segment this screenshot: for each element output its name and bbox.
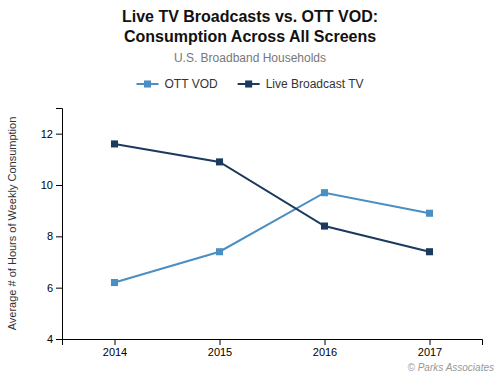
tick: 2015 (208, 339, 232, 358)
tick-mark (325, 339, 326, 345)
axis-title: Average # of Hours of Weekly Consumption (6, 117, 18, 331)
tick-mark (56, 236, 62, 237)
tick: 10 (41, 179, 62, 191)
legend: OTT VOD Live Broadcast TV (137, 77, 364, 91)
tick-label: 10 (41, 179, 53, 191)
legend-swatch (245, 80, 252, 87)
y-axis: 4 6 8 10 12 (41, 109, 63, 346)
tick-mark (115, 339, 116, 345)
axis-line (56, 109, 63, 340)
legend-label: Live Broadcast TV (266, 77, 364, 91)
tick: 2017 (418, 339, 442, 358)
tick-label: 2016 (313, 346, 337, 358)
tick-mark (56, 339, 62, 340)
tick: 6 (47, 282, 62, 294)
legend-label: OTT VOD (165, 77, 218, 91)
tick-mark (220, 339, 221, 345)
title: Consumption Across All Screens (124, 28, 376, 45)
tick-mark (56, 185, 62, 186)
tick: 8 (47, 230, 62, 242)
tick-mark (56, 134, 62, 135)
tick-label: 4 (47, 333, 53, 345)
legend-swatch (144, 80, 151, 87)
line (115, 193, 430, 283)
tick-mark (56, 288, 62, 289)
point (321, 223, 328, 230)
x-axis: 2014 2015 2016 2017 (63, 339, 483, 358)
point (111, 140, 118, 147)
plot: 2014 2015 2016 2017 4 6 8 10 12 (41, 109, 483, 358)
tick-mark (430, 339, 431, 345)
chart: Live TV Broadcasts vs. OTT VOD: Consumpti… (0, 0, 500, 375)
point (216, 158, 223, 165)
tick: 4 (47, 333, 62, 345)
title: Live TV Broadcasts vs. OTT VOD: (122, 8, 378, 25)
legend-item: OTT VOD (137, 77, 218, 91)
tick-label: 8 (47, 230, 53, 242)
subtitle: U.S. Broadband Households (174, 51, 326, 65)
point (426, 248, 433, 255)
tick-label: 2017 (418, 346, 442, 358)
line (115, 144, 430, 252)
tick: 12 (41, 128, 62, 140)
marks (111, 140, 433, 286)
point (426, 210, 433, 217)
legend-item: Live Broadcast TV (238, 77, 364, 91)
point (216, 248, 223, 255)
point (321, 189, 328, 196)
point (111, 279, 118, 286)
tick-label: 2014 (103, 346, 127, 358)
tick: 2014 (103, 339, 127, 358)
annotation: © Parks Associates (408, 362, 494, 373)
tick-label: 6 (47, 282, 53, 294)
tick-label: 12 (41, 128, 53, 140)
axis-line (63, 340, 483, 346)
tick-label: 2015 (208, 346, 232, 358)
tick: 2016 (313, 339, 337, 358)
